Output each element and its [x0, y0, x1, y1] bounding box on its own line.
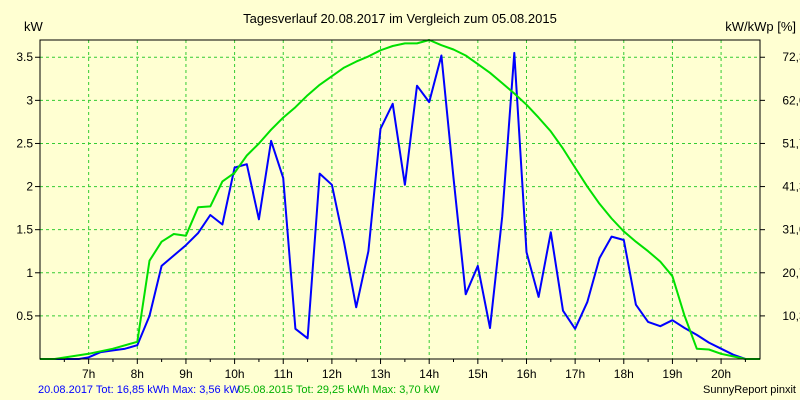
y-right-tick-label: 72,3 — [782, 50, 800, 64]
y-tick-label: 2 — [26, 180, 33, 194]
left-axis-label: kW — [24, 19, 44, 34]
footer-series-1-summary: 20.08.2017 Tot: 16,85 kWh Max: 3,56 kW — [38, 384, 240, 396]
chart-title: Tagesverlauf 20.08.2017 im Vergleich zum… — [243, 11, 557, 26]
series-line-2 — [40, 39, 760, 360]
x-tick-label: 14h — [419, 367, 439, 381]
series-line-1 — [40, 51, 760, 360]
x-tick-label: 16h — [516, 367, 536, 381]
x-tick-label: 19h — [662, 367, 682, 381]
right-axis-label: kW/kWp [%] — [725, 19, 796, 34]
y-right-tick-label: 62,0 — [782, 93, 800, 107]
y-right-tick-label: 20,7 — [782, 266, 800, 280]
y-right-tick-label: 31,0 — [782, 223, 800, 237]
y-tick-label: 1 — [26, 266, 33, 280]
y-right-tick-label: 10,3 — [782, 309, 800, 323]
series-lines — [40, 39, 760, 360]
x-tick-label: 20h — [711, 367, 731, 381]
x-tick-label: 17h — [565, 367, 585, 381]
x-tick-label: 9h — [179, 367, 192, 381]
x-tick-label: 10h — [225, 367, 245, 381]
footer-credit: SunnyReport pinxit — [703, 384, 796, 396]
y-tick-label: 1.5 — [16, 223, 33, 237]
right-y-axis: 10,3 20,7 31,0 41,3 51,7 62,0 72,3 — [760, 50, 800, 323]
x-tick-label: 18h — [614, 367, 634, 381]
plot-frame — [39, 39, 761, 360]
y-right-tick-label: 51,7 — [782, 136, 800, 150]
grid-lines — [40, 40, 760, 359]
left-y-axis: 0.5 1 1.5 2 2.5 3 3.5 — [16, 50, 40, 323]
y-tick-label: 2.5 — [16, 136, 33, 150]
x-tick-label: 13h — [371, 367, 391, 381]
footer-series-2-summary: 05.08.2015 Tot: 29,25 kWh Max: 3,70 kW — [238, 384, 440, 396]
y-tick-label: 3.5 — [16, 50, 33, 64]
x-tick-label: 8h — [131, 367, 144, 381]
y-tick-label: 3 — [26, 93, 33, 107]
y-tick-label: 0.5 — [16, 309, 33, 323]
x-axis: 7h 8h 9h 10h 11h 12h 13h 14h 15h 16h 17h 18h 19h 20h — [63, 359, 746, 381]
x-tick-label: 15h — [468, 367, 488, 381]
y-right-tick-label: 41,3 — [782, 180, 800, 194]
x-tick-label: 12h — [322, 367, 342, 381]
x-tick-label: 11h — [274, 367, 293, 381]
x-tick-label: 7h — [82, 367, 95, 381]
